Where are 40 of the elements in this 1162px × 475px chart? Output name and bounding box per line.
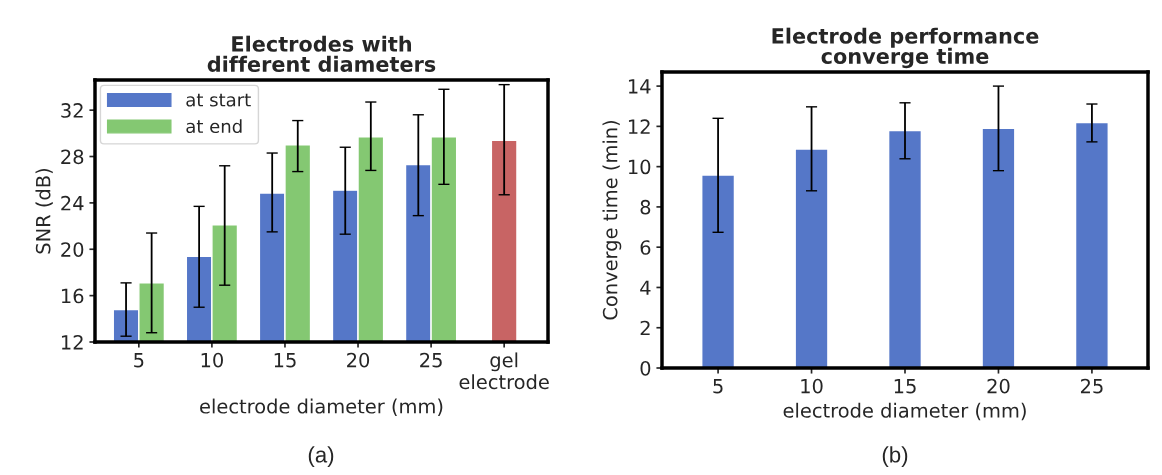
legend-label: at end xyxy=(186,119,242,134)
bar xyxy=(1074,121,1109,368)
y-tick-label: 16 xyxy=(61,288,84,304)
bar xyxy=(794,148,829,368)
y-tick-label: 14 xyxy=(628,79,651,94)
x-tick-label: 5 xyxy=(713,379,723,394)
y-tick-label: 28 xyxy=(61,149,84,165)
x-tick-label: 20 xyxy=(987,378,1010,394)
x-tick-label: 10 xyxy=(201,352,223,368)
y-tick-label: 20 xyxy=(61,242,84,257)
x-tick-label: 15 xyxy=(274,353,296,368)
bar xyxy=(701,174,736,368)
x-tick-label: 10 xyxy=(801,378,823,394)
bar xyxy=(981,127,1016,368)
x-tick-label: 5 xyxy=(134,353,144,368)
y-tick-label: 0 xyxy=(640,360,651,376)
chart-title: Electrodes with different diameters xyxy=(207,35,436,72)
y-tick-label: 8 xyxy=(640,199,651,215)
x-tick-label: 25 xyxy=(420,352,442,368)
y-tick-label: 10 xyxy=(628,159,651,175)
y-tick-label: 12 xyxy=(628,119,650,134)
y-tick-label: 4 xyxy=(640,280,651,295)
legend-label: at start xyxy=(186,93,251,107)
bar xyxy=(887,129,923,368)
x-tick-label: gel electrode xyxy=(459,352,549,390)
y-tick-label: 12 xyxy=(61,334,83,350)
x-axis-title: electrode diameter (mm) xyxy=(783,402,1026,421)
x-axis-title: electrode diameter (mm) xyxy=(200,398,443,416)
y-tick-label: 2 xyxy=(640,320,650,336)
x-tick-label: 20 xyxy=(347,352,370,368)
y-tick-label: 32 xyxy=(61,103,83,118)
x-tick-label: 15 xyxy=(894,379,916,394)
text: (a) xyxy=(308,446,334,467)
y-axis-title: SNR (dB) xyxy=(35,168,53,254)
y-tick-label: 6 xyxy=(640,240,651,255)
chart-title: Electrode performance converge time xyxy=(772,27,1039,69)
y-axis-title: Converge time (min) xyxy=(602,120,622,320)
text: (b) xyxy=(882,446,908,467)
x-tick-label: 25 xyxy=(1080,378,1103,394)
y-tick-label: 24 xyxy=(61,195,84,211)
